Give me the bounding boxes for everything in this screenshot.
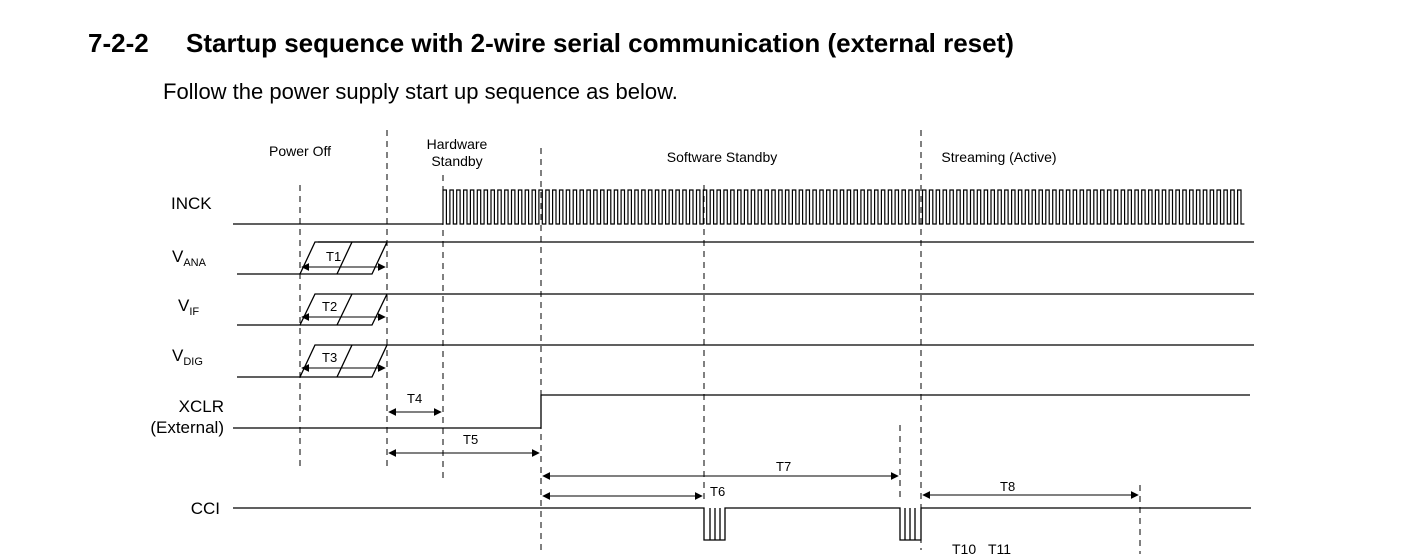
signal-label-xclr: XCLR [179,397,224,416]
phase-boundaries [299,130,1141,554]
phase-hardware-standby-line2: Standby [431,153,482,169]
vdig-rise-band-late [300,344,388,378]
vdig-rise-band-mid [336,344,353,378]
t2-label: T2 [322,299,337,314]
t3-label: T3 [322,350,337,365]
section-heading: 7-2-2 Startup sequence with 2-wire serial… [88,28,1014,59]
cci-burst-1 [709,508,721,540]
signal-label-xclr-external: (External) [150,418,224,437]
signal-label-vana: VANA [172,247,207,269]
phase-streaming: Streaming (Active) [941,149,1056,165]
t7-label: T7 [776,459,791,474]
xclr-waveform [233,394,1250,429]
cci-burst-2 [904,508,916,540]
phase-power-off: Power Off [269,143,331,159]
t10-label: T10 [952,541,976,554]
section-title: Startup sequence with 2-wire serial comm… [186,28,1014,58]
cci-waveform [233,507,1251,541]
t6-label: T6 [710,484,725,499]
vana-waveform [237,241,1254,275]
signal-label-vif: VIF [178,296,199,318]
t11-label: T11 [988,541,1011,554]
phase-software-standby: Software Standby [667,149,778,165]
vdig-waveform [237,344,1254,378]
t4-label: T4 [407,391,422,406]
vif-waveform [237,293,1254,326]
inck-clock-waveform [442,189,1245,225]
signal-label-vdig: VDIG [172,346,203,368]
inck-clock-pulses [442,189,1245,225]
t1-label: T1 [326,249,341,264]
phase-hardware-standby-line1: Hardware [427,136,488,152]
t5-label: T5 [463,432,478,447]
signal-label-inck: INCK [171,194,212,213]
vana-rise-band-late [300,241,388,275]
signal-label-cci: CCI [191,499,220,518]
intro-text: Follow the power supply start up sequenc… [163,79,678,104]
vif-rise-band-late [300,293,388,326]
t8-label: T8 [1000,479,1015,494]
vif-rise-band-mid [336,293,353,326]
section-number: 7-2-2 [88,28,149,58]
